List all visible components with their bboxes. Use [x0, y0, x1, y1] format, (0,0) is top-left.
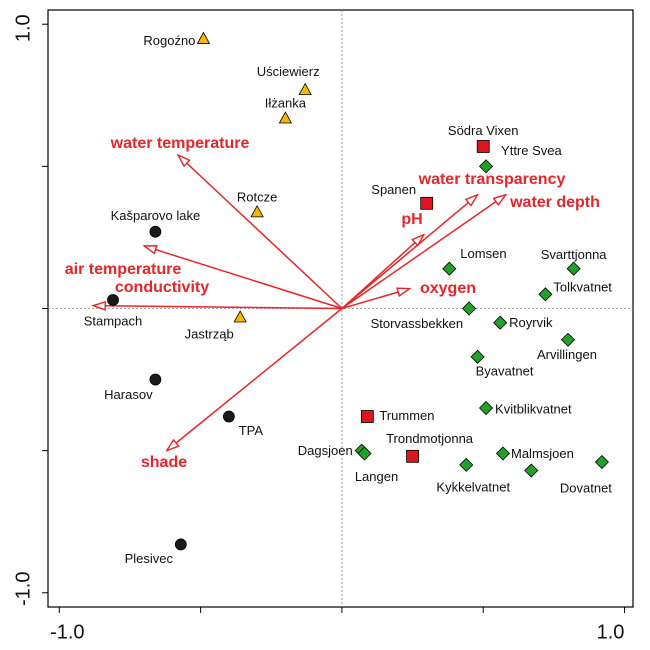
point-label: Jastrząb — [185, 326, 234, 341]
point-label: Iłżanka — [265, 95, 307, 110]
x-tick-label: -1.0 — [50, 621, 84, 643]
point-label: Spanen — [371, 182, 416, 197]
point-circle — [149, 225, 162, 238]
point-label: Trondmotjonna — [386, 431, 474, 446]
point-label: Malmsjoen — [511, 446, 574, 461]
point-label: Stampach — [84, 313, 143, 328]
x-tick-label: 1.0 — [597, 621, 625, 643]
point-triangle — [298, 82, 312, 95]
point-label: Storvassbekken — [371, 316, 464, 331]
point-diamond — [594, 454, 609, 470]
point-circle — [107, 294, 119, 306]
point-label: Uściewierz — [257, 64, 320, 79]
point-label: Kašparovo lake — [111, 208, 201, 223]
point-label: Rotcze — [237, 189, 277, 204]
point-label: Rogoźno — [143, 33, 195, 48]
point-label: Södra Vixen — [448, 123, 519, 138]
vector-label: oxygen — [420, 280, 476, 297]
point-diamond — [442, 261, 457, 276]
point-label: Arvillingen — [537, 347, 597, 362]
point-label: TPA — [239, 423, 264, 438]
vector-arrow — [341, 289, 410, 310]
point-diamond — [478, 159, 494, 174]
vector-label: air temperature — [65, 261, 182, 278]
point-triangle — [250, 205, 264, 218]
point-label: Kvitblikvatnet — [495, 401, 572, 416]
point-circle — [149, 373, 162, 386]
vector-arrow — [167, 307, 343, 451]
vector-label: shade — [141, 454, 187, 471]
point-diamond — [566, 261, 581, 276]
point-label: Dagsjoen — [298, 443, 353, 458]
vector-label: water depth — [509, 194, 600, 211]
point-diamond — [478, 400, 494, 416]
point-label: Langen — [355, 469, 398, 484]
point-label: Tolkvatnet — [553, 280, 612, 295]
point-triangle — [233, 310, 247, 323]
point-diamond — [459, 457, 474, 472]
point-label: Royrvik — [509, 315, 553, 330]
vector-arrow — [341, 195, 478, 310]
point-circle — [174, 538, 187, 551]
point-label: Svarttjonna — [541, 247, 608, 262]
vector-arrow — [144, 246, 343, 310]
point-label: Kykkelvatnet — [436, 479, 510, 494]
point-diamond — [524, 463, 539, 478]
point-square — [360, 410, 374, 423]
point-square — [406, 449, 419, 463]
vector-label: conductivity — [115, 279, 209, 296]
point-diamond — [470, 349, 485, 364]
vector-arrow — [178, 155, 343, 310]
point-diamond — [495, 446, 511, 461]
vector-arrow — [341, 195, 506, 310]
y-tick-label: -1.0 — [12, 572, 34, 606]
vector-label: pH — [401, 211, 422, 228]
y-tick-label: 1.0 — [12, 14, 34, 42]
point-label: Dovatnet — [560, 480, 612, 495]
point-square — [476, 140, 490, 153]
point-label: Lomsen — [460, 246, 506, 261]
vector-label: water transparency — [418, 171, 566, 188]
vector-label: water temperature — [110, 135, 250, 152]
point-label: Trummen — [379, 408, 434, 423]
point-label: Byavatnet — [476, 363, 534, 378]
point-label: Yttre Svea — [501, 143, 562, 158]
point-diamond — [560, 332, 576, 347]
point-label: Plesivec — [125, 551, 174, 566]
point-triangle — [196, 31, 211, 44]
point-diamond — [357, 446, 372, 461]
point-diamond — [538, 287, 553, 302]
point-diamond — [462, 301, 477, 316]
point-label: Harasov — [104, 387, 153, 402]
point-circle — [222, 410, 235, 423]
point-triangle — [278, 111, 293, 124]
point-square — [420, 196, 434, 210]
point-diamond — [493, 315, 508, 330]
vector-arrow — [93, 306, 342, 309]
